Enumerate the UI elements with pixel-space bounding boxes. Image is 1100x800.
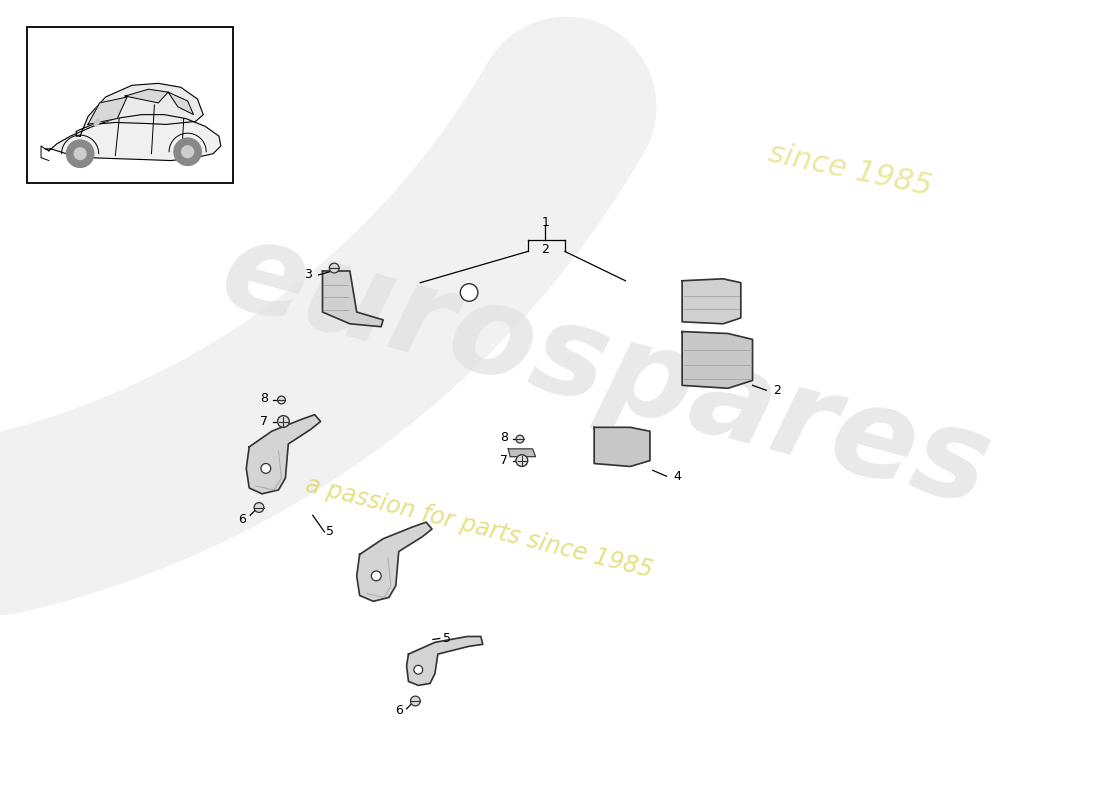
Circle shape — [277, 396, 285, 404]
Bar — [28, 26, 232, 183]
Circle shape — [372, 571, 381, 581]
Circle shape — [182, 146, 194, 158]
Polygon shape — [76, 83, 204, 136]
Polygon shape — [682, 279, 740, 324]
Polygon shape — [508, 449, 536, 457]
Circle shape — [277, 416, 289, 427]
Text: 6: 6 — [395, 704, 403, 718]
Circle shape — [75, 148, 86, 159]
Text: since 1985: since 1985 — [766, 139, 935, 202]
Polygon shape — [45, 114, 221, 161]
Text: 5: 5 — [442, 632, 451, 645]
Circle shape — [414, 666, 422, 674]
Text: 2: 2 — [773, 384, 781, 397]
Text: 4: 4 — [673, 470, 681, 482]
Polygon shape — [88, 97, 126, 125]
Circle shape — [329, 263, 339, 273]
Circle shape — [410, 696, 420, 706]
Circle shape — [460, 284, 477, 302]
Text: a passion for parts since 1985: a passion for parts since 1985 — [302, 472, 654, 582]
Circle shape — [516, 454, 528, 466]
Circle shape — [174, 138, 201, 166]
Circle shape — [516, 435, 524, 443]
Text: eurospares: eurospares — [209, 210, 1003, 531]
Circle shape — [261, 463, 271, 474]
Text: 8: 8 — [500, 430, 508, 444]
Text: 1: 1 — [541, 216, 549, 229]
Polygon shape — [594, 427, 650, 466]
Text: 3: 3 — [304, 269, 311, 282]
Text: 6: 6 — [239, 513, 246, 526]
Text: 7: 7 — [500, 454, 508, 467]
Polygon shape — [682, 331, 752, 388]
Polygon shape — [125, 90, 168, 103]
Text: 8: 8 — [260, 391, 268, 405]
Polygon shape — [94, 118, 101, 126]
Polygon shape — [246, 414, 320, 494]
Polygon shape — [168, 92, 194, 114]
Text: 7: 7 — [260, 415, 268, 428]
Text: 2: 2 — [541, 243, 549, 256]
Polygon shape — [407, 637, 483, 686]
Polygon shape — [356, 522, 432, 602]
Polygon shape — [322, 271, 383, 326]
Text: 5: 5 — [327, 526, 334, 538]
Circle shape — [254, 502, 264, 512]
Circle shape — [66, 140, 94, 167]
